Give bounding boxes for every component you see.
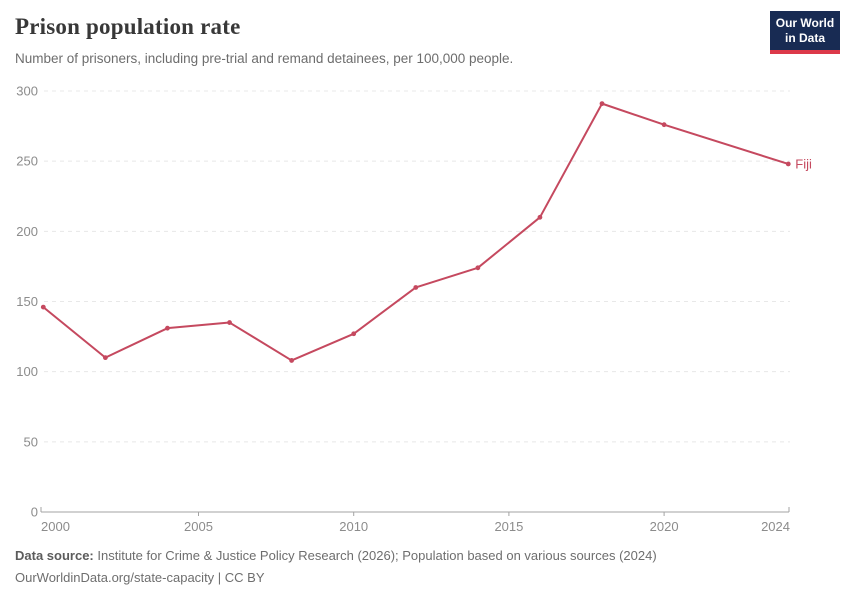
y-tick-label: 250 [16,154,38,169]
x-tick-label: 2000 [41,519,70,534]
x-tick-label: 2005 [184,519,213,534]
data-point [289,358,295,363]
x-tick-label: 2010 [339,519,368,534]
data-point [165,325,170,331]
series-end-label: Fiji [795,156,812,171]
data-point [413,285,419,290]
data-source-line: Data source: Institute for Crime & Justi… [15,545,657,567]
footer: Data source: Institute for Crime & Justi… [15,545,657,589]
data-source-label: Data source: [15,548,94,563]
data-point [351,331,357,337]
series-line-fiji [42,102,790,362]
y-tick-label: 300 [16,84,38,99]
data-source-text: Institute for Crime & Justice Policy Res… [97,548,657,563]
chart-subtitle: Number of prisoners, including pre-trial… [15,51,514,66]
y-tick-label: 150 [16,294,38,309]
y-tick-label: 100 [16,364,38,379]
data-point [40,304,46,310]
logo-line-1: Our World [775,16,835,30]
chart-area: 0 50 100 150 200 250 300 2000 2005 2010 2015 2020 20… [0,80,850,545]
y-tick-label: 50 [24,434,38,449]
data-point [599,101,605,107]
line-chart: 0 50 100 150 200 250 300 2000 2005 2010 2015 2020 20… [16,84,812,535]
page-title: Prison population rate [15,14,241,39]
data-point [102,355,108,361]
y-tick-label: 0 [31,505,38,520]
data-point [785,161,791,167]
x-tick-label: 2015 [494,519,523,534]
logo-line-2: in Data [784,31,825,45]
owid-logo: Our World in Data [770,11,840,54]
y-tick-label: 200 [16,224,38,239]
data-point [537,214,543,220]
data-point [661,122,667,128]
x-tick-label: 2024 [761,519,790,534]
x-tick-label: 2020 [650,519,679,534]
license-line: OurWorldinData.org/state-capacity | CC B… [15,570,265,585]
data-point [227,320,232,325]
data-point [475,265,481,271]
